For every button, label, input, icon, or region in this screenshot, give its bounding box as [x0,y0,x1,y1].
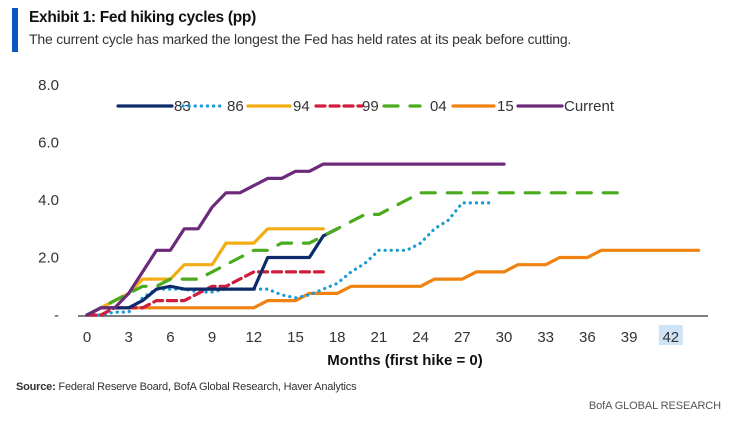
x-tick-label: 27 [454,329,471,346]
chart-title: Exhibit 1: Fed hiking cycles (pp) [29,9,256,26]
y-tick-label: 4.0 [38,192,59,209]
series-line-86 [85,201,492,317]
series-line-83 [85,227,339,317]
x-tick-highlight [658,325,683,345]
series-line-current [85,162,506,317]
x-tick-label: 6 [166,329,174,346]
source-note: Source: Federal Reserve Board, BofA Glob… [16,381,357,393]
x-tick-label: 15 [287,329,304,346]
source-text: Federal Reserve Board, BofA Global Resea… [55,381,357,393]
x-tick-label: 18 [329,329,346,346]
legend-label-99: 99 [362,98,379,115]
y-tick-label: 6.0 [38,135,59,152]
title-accent-bar [12,8,18,52]
y-tick-label: 8.0 [38,77,59,94]
series-line-15 [85,248,701,317]
y-axis-ticks: - 2.0 4.0 6.0 8.0 [38,77,59,324]
x-tick-label: 0 [83,329,91,346]
brand-label: BofA GLOBAL RESEARCH [588,400,721,412]
series-lines [85,162,701,317]
x-axis-label: Months (first hike = 0) [327,352,482,369]
x-axis-ticks: 0 3 6 9 12 15 18 21 24 27 30 33 36 39 42 [83,325,683,346]
source-label: Source: [16,381,56,393]
x-tick-label: 42 [662,329,679,346]
y-tick-label: - [54,307,59,324]
x-tick-label: 33 [537,329,554,346]
legend-label-94: 94 [293,98,310,115]
x-tick-label: 36 [579,329,596,346]
legend: 83 86 94 99 04 15 Current [116,98,615,115]
y-tick-label: 2.0 [38,250,59,267]
x-tick-label: 3 [125,329,133,346]
x-tick-label: 9 [208,329,216,346]
legend-label-current: Current [564,98,615,115]
x-tick-label: 30 [496,329,513,346]
x-tick-label: 24 [412,329,429,346]
series-line-04 [85,191,631,317]
chart-subtitle: The current cycle has marked the longest… [29,31,572,47]
x-tick-label: 21 [371,329,388,346]
x-tick-label: 39 [621,329,638,346]
x-tick-label: 12 [245,329,262,346]
legend-label-04: 04 [430,98,447,115]
legend-label-86: 86 [227,98,244,115]
legend-label-15: 15 [497,98,514,115]
